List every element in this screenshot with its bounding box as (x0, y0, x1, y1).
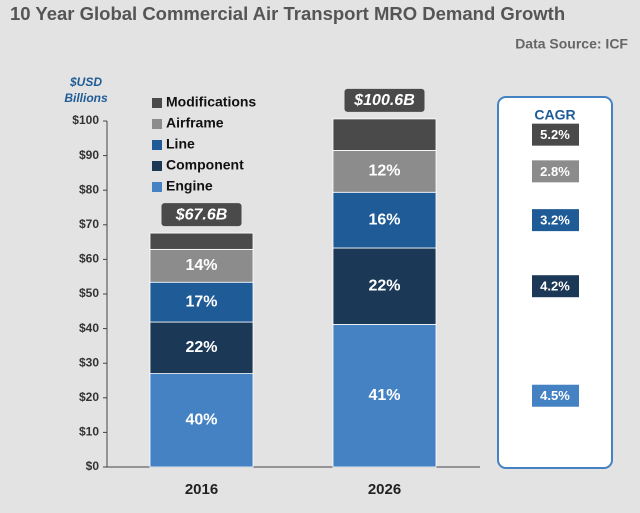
chart-title: 10 Year Global Commercial Air Transport … (10, 3, 565, 24)
cagr-box (532, 275, 579, 298)
cagr-value: 4.2% (540, 279, 570, 294)
legend-label: Component (166, 157, 244, 173)
y-tick-label: $50 (79, 286, 99, 300)
legend-swatch (152, 140, 162, 150)
cagr-value: 2.8% (540, 164, 570, 179)
share-label: 17% (185, 293, 217, 310)
share-label: 40% (185, 412, 217, 429)
x-tick-label: 2016 (185, 481, 218, 498)
legend-swatch (152, 98, 162, 108)
y-tick-label: $60 (79, 252, 99, 266)
bar-segment (149, 281, 254, 323)
y-tick-label: $10 (79, 425, 99, 439)
legend-swatch (152, 119, 162, 129)
cagr-value: 5.2% (540, 127, 570, 142)
cagr-box (532, 384, 579, 407)
cagr-box (532, 160, 579, 183)
chart-subtitle: Data Source: ICF (515, 36, 628, 52)
bar-segment (332, 118, 437, 151)
total-box (161, 203, 242, 227)
legend-swatch (152, 161, 162, 171)
share-label: 22% (368, 277, 400, 294)
y-tick-label: $30 (79, 355, 99, 369)
bar-segment (149, 248, 254, 283)
y-axis-label: Billions (64, 91, 108, 105)
bar-segment (149, 373, 254, 468)
cagr-value: 4.5% (540, 388, 570, 403)
cagr-box (532, 123, 579, 146)
cagr-value: 3.2% (540, 213, 570, 228)
total-label: $67.6B (175, 206, 228, 223)
cagr-title: CAGR (534, 107, 575, 123)
y-tick-label: $40 (79, 321, 99, 335)
y-tick-label: $0 (86, 459, 100, 473)
share-label: 41% (368, 387, 400, 404)
bar-segment (332, 150, 437, 193)
bar-segment (332, 191, 437, 249)
cagr-box (532, 209, 579, 232)
legend-swatch (152, 182, 162, 192)
legend-label: Line (166, 136, 195, 152)
legend-label: Engine (166, 178, 213, 194)
y-tick-label: $20 (79, 390, 99, 404)
total-box (344, 88, 425, 112)
share-label: 22% (185, 339, 217, 356)
total-label: $100.6B (353, 92, 415, 109)
y-tick-label: $100 (72, 113, 99, 127)
y-axis-label: $USD (69, 75, 102, 89)
share-label: 16% (368, 211, 400, 228)
y-tick-label: $90 (79, 148, 99, 162)
bar-segment (149, 321, 254, 374)
share-label: 14% (185, 257, 217, 274)
y-tick-label: $70 (79, 217, 99, 231)
x-tick-label: 2026 (368, 481, 401, 498)
legend-label: Modifications (166, 94, 256, 110)
legend-label: Airframe (166, 115, 224, 131)
share-label: 12% (368, 163, 400, 180)
y-tick-label: $80 (79, 182, 99, 196)
bar-segment (149, 232, 254, 250)
